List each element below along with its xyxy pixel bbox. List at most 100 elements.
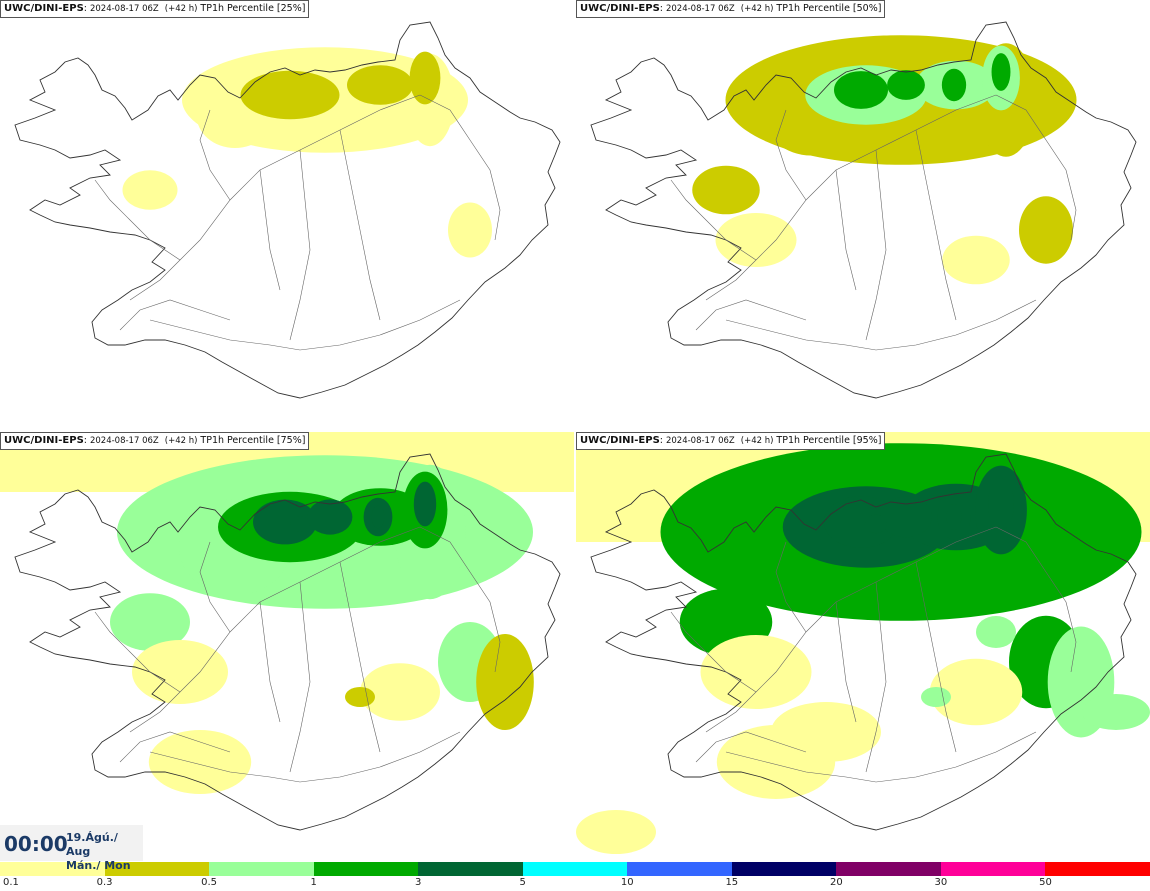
road-line xyxy=(119,299,231,331)
road-line xyxy=(119,731,231,763)
road-line xyxy=(149,299,461,351)
road-line xyxy=(94,179,181,261)
road-line xyxy=(149,731,461,783)
precip-area xyxy=(371,505,385,529)
precip-area xyxy=(148,730,252,794)
map-canvas xyxy=(590,21,1137,399)
road-line xyxy=(419,526,501,673)
legend-threshold-label: 0.1 xyxy=(3,877,19,888)
road-line xyxy=(670,611,757,693)
precip-area xyxy=(771,702,881,762)
model-name: UWC/DINI-EPS xyxy=(4,3,84,14)
precip-area xyxy=(576,810,656,854)
road-line xyxy=(695,731,807,763)
panel-title: UWC/DINI-EPS: 2024-08-17 06Z (+42 h) TP1h … xyxy=(0,0,310,18)
legend-swatch xyxy=(940,862,1046,876)
precip-area xyxy=(409,51,441,105)
panel-title: UWC/DINI-EPS: 2024-08-17 06Z (+42 h) TP1h … xyxy=(576,0,886,18)
precip-area xyxy=(692,165,760,215)
legend-swatch xyxy=(627,862,732,876)
precip-area xyxy=(345,687,375,707)
road-line xyxy=(670,179,757,261)
road-line xyxy=(705,526,997,733)
road-line xyxy=(94,611,181,693)
legend-swatch xyxy=(522,862,628,876)
precip-area xyxy=(988,478,1014,530)
run-time: 2024-08-17 06Z xyxy=(665,4,735,14)
road-line xyxy=(865,581,887,773)
legend-threshold-label: 30 xyxy=(934,877,948,888)
legend-threshold-label: 3 xyxy=(414,877,422,888)
map-panel-p95: UWC/DINI-EPS: 2024-08-17 06Z (+42 h) TP1h … xyxy=(576,432,1150,862)
model-name: UWC/DINI-EPS xyxy=(580,435,660,446)
precip-area xyxy=(880,496,932,538)
run-time: 2024-08-17 06Z xyxy=(89,4,159,14)
legend-threshold-label: 1 xyxy=(310,877,317,888)
legend-swatch xyxy=(1045,862,1150,876)
valid-date: 19.Ágú./ Aug Mán./ Mon xyxy=(66,831,143,873)
parameter-label: TP1h Percentile [50%] xyxy=(776,3,882,14)
coastline xyxy=(14,453,561,831)
coastline xyxy=(14,21,561,399)
road-line xyxy=(865,149,887,341)
legend-swatch xyxy=(209,862,314,876)
road-line xyxy=(129,526,421,733)
precip-area xyxy=(921,687,951,707)
parameter-label: TP1h Percentile [75%] xyxy=(200,435,306,446)
road-line xyxy=(835,169,857,291)
model-name: UWC/DINI-EPS xyxy=(580,3,660,14)
road-line xyxy=(835,601,857,723)
road-line xyxy=(705,94,997,301)
precip-area xyxy=(941,68,967,102)
precip-area xyxy=(976,616,1016,648)
legend-threshold-label: 10 xyxy=(620,877,634,888)
precip-legend: 0.1 0.3 0.5 1 3 5 10 15 20 30 50 xyxy=(0,862,1150,891)
legend-threshold-label: 0.3 xyxy=(96,877,113,888)
legend-threshold-label: 0.5 xyxy=(201,877,218,888)
lead-time: (+42 h) xyxy=(740,4,774,14)
precip-area xyxy=(122,170,178,210)
run-time: 2024-08-17 06Z xyxy=(89,436,159,446)
legend-swatch xyxy=(313,862,419,876)
precip-area xyxy=(887,70,925,100)
precip-area xyxy=(700,635,812,709)
precip-area xyxy=(834,71,888,109)
road-line xyxy=(775,541,807,633)
map-panel-p50: UWC/DINI-EPS: 2024-08-17 06Z (+42 h) TP1h … xyxy=(576,0,1150,430)
coastline xyxy=(590,21,1137,399)
road-line xyxy=(725,299,1037,351)
parameter-label: TP1h Percentile [95%] xyxy=(776,435,882,446)
map-canvas xyxy=(14,21,561,399)
valid-date-line: 19.Ágú./ Aug xyxy=(66,831,118,858)
precip-area xyxy=(448,202,492,258)
precip-area xyxy=(942,235,1010,285)
road-line xyxy=(695,299,807,331)
lead-time: (+42 h) xyxy=(740,436,774,446)
legend-threshold-label: 15 xyxy=(725,877,739,888)
precip-area xyxy=(864,514,888,534)
road-line xyxy=(915,561,957,753)
road-line xyxy=(725,731,1037,783)
map-canvas xyxy=(576,432,1150,854)
legend-threshold-label: 5 xyxy=(519,877,526,888)
precip-area xyxy=(240,70,340,120)
precip-area xyxy=(307,499,353,535)
valid-time: 00:00 xyxy=(4,832,68,856)
road-line xyxy=(915,129,957,321)
run-time: 2024-08-17 06Z xyxy=(665,436,735,446)
precip-area xyxy=(1019,196,1073,264)
road-line xyxy=(339,561,381,753)
precip-area xyxy=(929,658,1023,726)
map-panel-p75: UWC/DINI-EPS: 2024-08-17 06Z (+42 h) TP1h … xyxy=(0,432,574,862)
precip-area xyxy=(360,663,440,721)
panel-title: UWC/DINI-EPS: 2024-08-17 06Z (+42 h) TP1h … xyxy=(576,432,886,450)
legend-swatch xyxy=(104,862,210,876)
road-line xyxy=(259,169,281,291)
road-line xyxy=(775,109,807,201)
road-line xyxy=(339,129,381,321)
road-line xyxy=(129,94,421,301)
coastline xyxy=(590,453,1137,831)
precip-area xyxy=(946,504,962,530)
road-line xyxy=(199,109,231,201)
legend-swatch xyxy=(731,862,837,876)
